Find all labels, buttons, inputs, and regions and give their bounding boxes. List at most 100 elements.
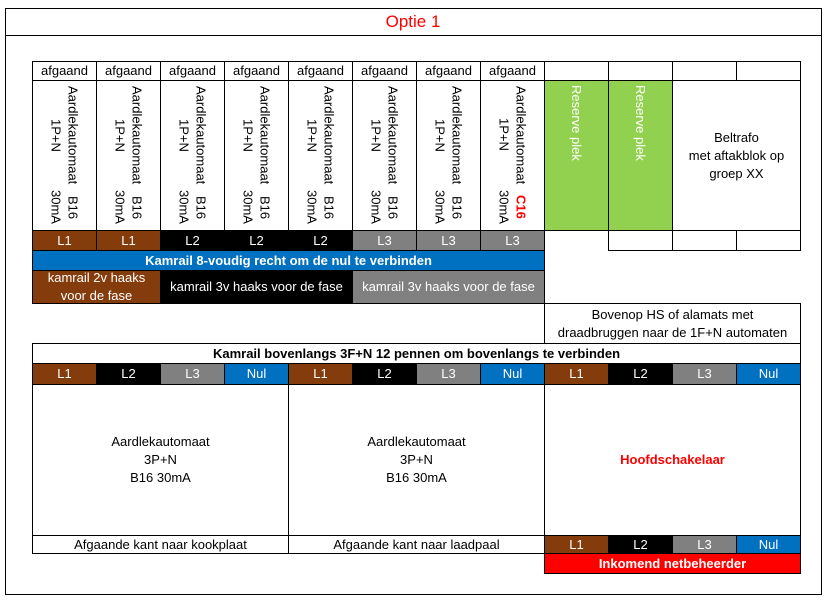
cell-text: draadbruggen naar de 1F+N automaten [557,324,788,340]
module-rating-line: B16 30mA [368,185,402,230]
module-type: Aardlekautomaat 1P+N [176,85,209,185]
top-busbar: Kamrail bovenlangs 3F+N 12 pennen om bov… [32,343,801,364]
module-rating-line: B16 30mA [304,185,338,230]
module-type: Aardlekautomaat 1P+N [240,85,273,185]
cell-text: voor de fase [60,288,133,303]
module-rating: B16 [65,195,81,220]
cell-text: Nul [502,366,523,381]
cell-text: afgaand [169,63,216,78]
phase-label: L3 [352,230,417,251]
phase-busbar: kamrail 3v haaks voor de fase [352,270,545,304]
module-rating: B16 [257,195,273,220]
cell-text: Afgaande kant naar laadpaal [333,536,500,552]
cell-text: L3 [697,536,712,552]
cell-text: afgaand [41,63,88,78]
cell-text: L1 [121,232,136,248]
cell-text: Afgaande kant naar kookplaat [74,536,247,552]
cell-text: L1 [57,232,72,248]
phase-label: L2 [352,363,417,385]
phase-label: L1 [32,230,97,251]
phase-label: L1 [544,363,609,385]
device-footer: Afgaande kant naar kookplaat [32,535,289,554]
module-type: Aardlekautomaat 1P+N [112,85,145,185]
device: Aardlekautomaat 3P+N B16 30mA [288,384,545,536]
phase-label: L2 [288,230,353,251]
note: Bovenop HS of alamats met draadbruggen na… [544,303,801,344]
module-type: Aardlekautomaat 1P+N [496,85,529,184]
device-footer: Afgaande kant naar laadpaal [288,535,545,554]
cell-text: 3P+N [144,452,177,467]
phase-busbar: kamrail 2v haaks voor de fase [32,270,161,304]
module-rating: B16 [321,195,337,220]
cell-text: L3 [697,366,712,381]
cell-text: Bovenop HS of alamats met [591,306,754,322]
cell-text: L3 [441,232,456,248]
cell-text: kamrail 2v haaks [47,270,146,285]
module-type: Aardlekautomaat 1P+N [304,85,337,185]
phase-label: L2 [224,230,289,251]
device: Aardlekautomaat 3P+N B16 30mA [32,384,289,536]
module-sensitivity: 30mA [176,190,192,225]
module-sensitivity: 30mA [304,190,320,225]
module-sensitivity: 30mA [112,190,128,225]
cell-text: 3P+N [400,452,433,467]
empty-cell [608,230,673,251]
module-sensitivity: 30mA [240,190,256,225]
cell-text: L2 [633,536,648,552]
cell-text: Kamrail bovenlangs 3F+N 12 pennen om bov… [212,345,621,361]
cell-text: Inkomend netbeheerder [598,555,747,571]
cell-text: afgaand [361,63,408,78]
breaker-module: Aardlekautomaat 1P+N C16 30mA [480,80,545,231]
breaker-module: Aardlekautomaat 1P+N B16 30mA [416,80,481,231]
phase-label: L3 [416,230,481,251]
cell-text: L3 [185,366,200,381]
cell-text: Reserve plek [633,85,648,161]
empty-cell [672,61,737,81]
reserve-slot: Reserve plek [544,80,609,231]
cell-text: L1 [569,536,584,552]
reserve-slot: Reserve plek [608,80,673,231]
cell-text: Nul [758,366,779,381]
header-cell: afgaand [480,61,545,81]
phase-busbar: kamrail 3v haaks voor de fase [160,270,353,304]
header-cell: afgaand [96,61,161,81]
phase-label: Nul [480,363,545,385]
phase-label: L1 [96,230,161,251]
phase-label: L1 [288,363,353,385]
cell-text: L2 [185,232,200,248]
title: Optie 1 [385,12,441,31]
module-rating-line: B16 30mA [240,185,274,230]
module-rating: B16 [129,195,145,220]
cell-text: L2 [633,366,648,381]
module-sensitivity: 30mA [48,190,64,225]
cell-text: B16 30mA [130,470,191,485]
cell-text: L1 [569,366,584,381]
cell-text: Aardlekautomaat [367,434,466,449]
phase-label: L2 [608,535,673,554]
header-cell: afgaand [416,61,481,81]
breaker-module: Aardlekautomaat 1P+N B16 30mA [32,80,97,231]
cell-text: L1 [57,366,72,381]
module-rating: B16 [385,195,401,220]
breaker-module: Aardlekautomaat 1P+N B16 30mA [96,80,161,231]
header-cell: afgaand [352,61,417,81]
module-type: Aardlekautomaat 1P+N [368,85,401,185]
empty-cell [672,230,737,251]
cell-text: kamrail 3v haaks voor de fase [362,279,535,294]
phase-label: Nul [224,363,289,385]
module-rating: B16 [193,195,209,220]
module-rating-line: C16 30mA [496,185,530,230]
module-rating-line: B16 30mA [48,185,82,230]
neutral-busbar: Kamrail 8-voudig recht om de nul te verb… [32,250,545,271]
cell-text: afgaand [105,63,152,78]
empty-cell [736,61,801,81]
module-rating-line: B16 30mA [112,185,146,230]
breaker-module: Aardlekautomaat 1P+N B16 30mA [288,80,353,231]
header-cell: afgaand [224,61,289,81]
header-cell: afgaand [288,61,353,81]
cell-text: met aftakblok op [688,147,785,163]
cell-text: L2 [121,366,136,381]
phase-label: L2 [96,363,161,385]
cell-text: Nul [246,366,267,381]
